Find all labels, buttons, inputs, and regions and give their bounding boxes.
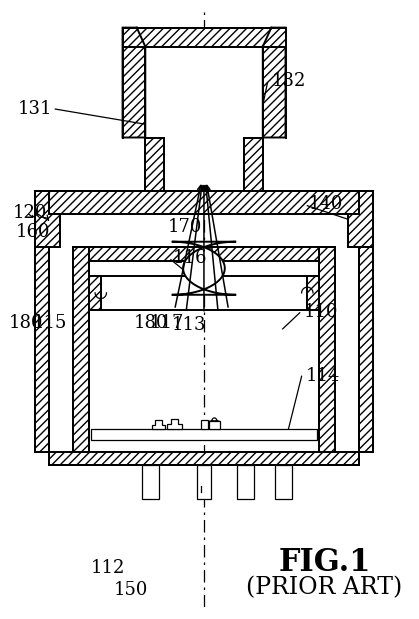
Polygon shape xyxy=(318,248,335,452)
Bar xyxy=(201,420,208,430)
Polygon shape xyxy=(168,419,182,430)
Polygon shape xyxy=(89,276,101,310)
Text: 150: 150 xyxy=(114,581,148,599)
Text: 131: 131 xyxy=(18,100,52,118)
Polygon shape xyxy=(209,418,220,422)
Text: FIG.1: FIG.1 xyxy=(278,547,370,578)
Text: 114: 114 xyxy=(305,367,340,385)
Polygon shape xyxy=(49,191,360,214)
Bar xyxy=(275,465,292,500)
Bar xyxy=(197,465,210,500)
Polygon shape xyxy=(49,452,360,465)
Polygon shape xyxy=(152,420,165,430)
Text: 170: 170 xyxy=(168,218,202,236)
Bar xyxy=(142,465,159,500)
Bar xyxy=(237,465,254,500)
Polygon shape xyxy=(307,276,318,310)
Text: 160: 160 xyxy=(16,223,51,241)
Bar xyxy=(91,430,317,439)
Text: (PRIOR ART): (PRIOR ART) xyxy=(246,576,402,599)
Text: 180: 180 xyxy=(8,314,43,332)
Polygon shape xyxy=(35,191,60,248)
Text: 120: 120 xyxy=(13,204,47,222)
Polygon shape xyxy=(263,28,285,137)
Text: 116: 116 xyxy=(173,249,207,267)
Text: 112: 112 xyxy=(91,558,126,577)
Text: 180: 180 xyxy=(134,314,168,332)
Polygon shape xyxy=(122,28,285,46)
Bar xyxy=(145,46,263,137)
Polygon shape xyxy=(35,248,49,452)
Text: 110: 110 xyxy=(303,303,338,321)
Polygon shape xyxy=(73,248,89,452)
Bar xyxy=(164,137,244,191)
Polygon shape xyxy=(122,28,145,137)
Bar xyxy=(209,422,220,430)
Text: 113: 113 xyxy=(172,316,206,334)
Polygon shape xyxy=(145,137,164,191)
Text: 132: 132 xyxy=(271,72,305,90)
Polygon shape xyxy=(244,137,263,191)
Polygon shape xyxy=(172,242,236,295)
Polygon shape xyxy=(348,191,372,248)
Polygon shape xyxy=(360,248,372,452)
Text: 140: 140 xyxy=(309,195,344,213)
Text: 115: 115 xyxy=(33,314,67,332)
Text: 117: 117 xyxy=(150,314,184,332)
Polygon shape xyxy=(89,248,318,261)
